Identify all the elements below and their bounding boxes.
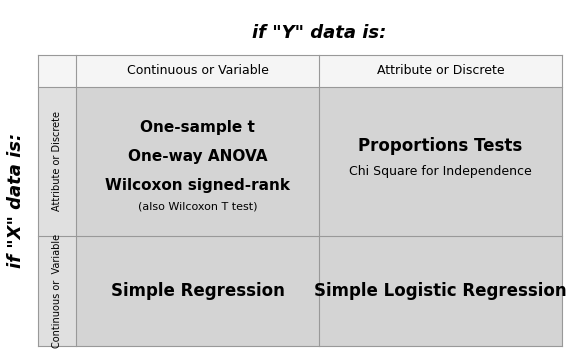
- Bar: [38, 236, 76, 346]
- Text: Attribute or Discrete: Attribute or Discrete: [377, 65, 505, 78]
- Bar: [38, 87, 76, 236]
- Bar: [38, 55, 562, 87]
- Text: Simple Regression: Simple Regression: [110, 282, 284, 300]
- Text: Proportions Tests: Proportions Tests: [359, 138, 523, 155]
- Text: Attribute or Discrete: Attribute or Discrete: [52, 112, 62, 211]
- Text: Chi Square for Independence: Chi Square for Independence: [349, 165, 532, 178]
- Text: Wilcoxon signed-rank: Wilcoxon signed-rank: [105, 178, 290, 193]
- Text: Simple Logistic Regression: Simple Logistic Regression: [314, 282, 567, 300]
- Bar: [319, 236, 562, 346]
- Text: One-way ANOVA: One-way ANOVA: [128, 149, 267, 164]
- Bar: [76, 87, 319, 236]
- Bar: [319, 87, 562, 236]
- Text: Continuous or Variable: Continuous or Variable: [126, 65, 268, 78]
- Text: if "X" data is:: if "X" data is:: [7, 133, 25, 268]
- Bar: [76, 236, 319, 346]
- Text: if "Y" data is:: if "Y" data is:: [252, 24, 386, 42]
- Text: Continuous or  Variable: Continuous or Variable: [52, 234, 62, 348]
- Text: One-sample t: One-sample t: [140, 120, 255, 135]
- Text: (also Wilcoxon T test): (also Wilcoxon T test): [138, 201, 257, 211]
